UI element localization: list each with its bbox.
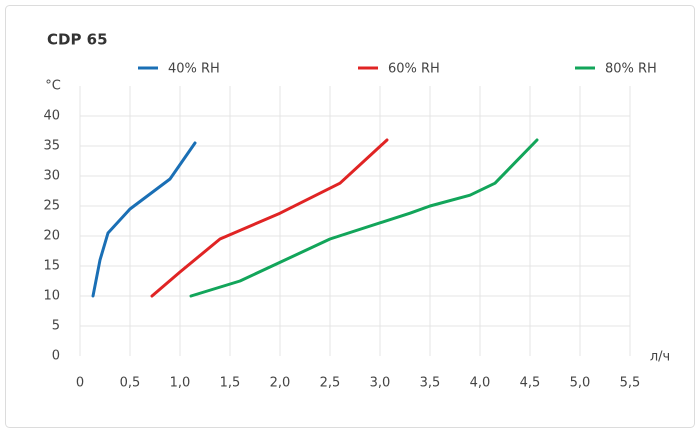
x-tick-label: 3,0 [370, 376, 391, 391]
x-tick-label: 1,5 [220, 376, 241, 391]
x-tick-label: 0 [76, 376, 84, 391]
y-tick-label: 40 [43, 109, 60, 124]
x-tick-label: 0,5 [120, 376, 141, 391]
y-axis-label: °C [45, 79, 61, 94]
legend-label: 80% RH [605, 62, 657, 77]
x-tick-label: 5,5 [620, 376, 641, 391]
card [5, 5, 695, 428]
y-tick-label: 0 [52, 349, 60, 364]
x-tick-label: 1,0 [170, 376, 191, 391]
data-line [91, 141, 197, 298]
y-tick-label: 5 [52, 319, 60, 334]
data-line [150, 138, 389, 298]
legend-label: 60% RH [388, 62, 440, 77]
y-tick-label: 20 [43, 229, 60, 244]
x-tick-label: 4,0 [470, 376, 491, 391]
x-tick-label: 2,5 [320, 376, 341, 391]
x-axis-label: л/ч [650, 350, 670, 365]
x-tick-label: 5,0 [570, 376, 591, 391]
y-tick-label: 25 [43, 199, 60, 214]
data-line [189, 138, 539, 298]
y-tick-label: 10 [43, 289, 60, 304]
x-tick-label: 4,5 [520, 376, 541, 391]
y-tick-label: 35 [43, 139, 60, 154]
y-tick-label: 15 [43, 259, 60, 274]
y-tick-label: 30 [43, 169, 60, 184]
x-tick-label: 2,0 [270, 376, 291, 391]
x-tick-label: 3,5 [420, 376, 441, 391]
chart-title: CDP 65 [47, 31, 108, 49]
legend-label: 40% RH [168, 62, 220, 77]
